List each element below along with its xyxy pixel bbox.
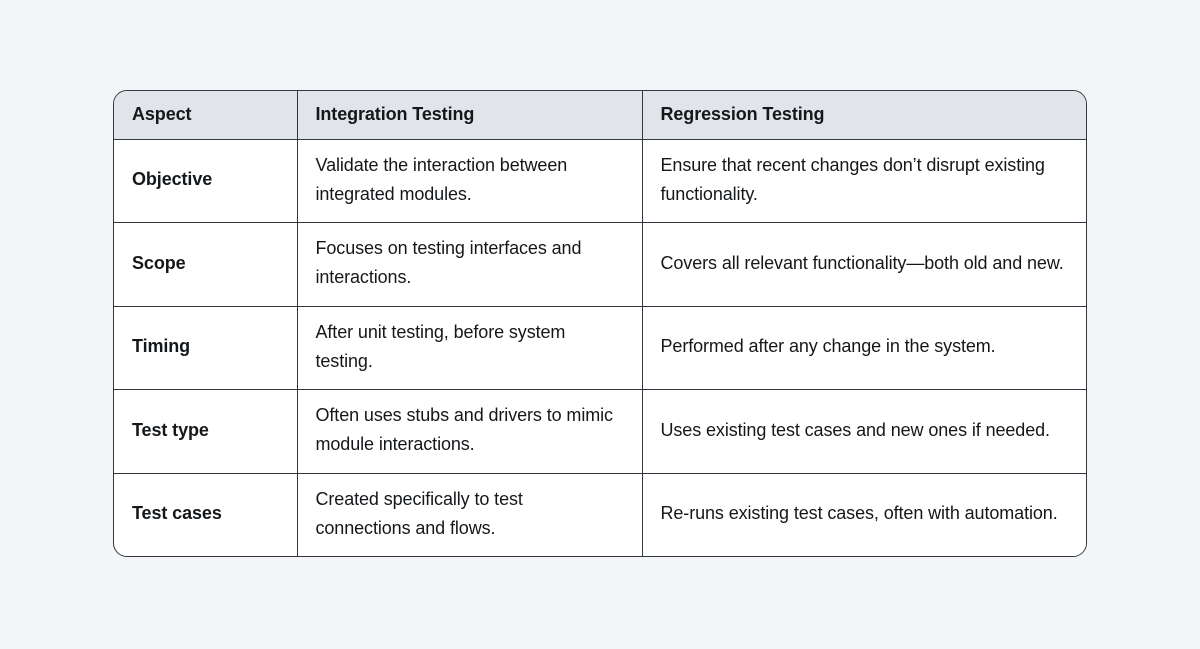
- row-header-test-cases: Test cases: [114, 472, 298, 556]
- row-header-test-type: Test type: [114, 389, 298, 474]
- table-cell: Performed after any change in the system…: [641, 305, 1086, 390]
- table-cell: Covers all relevant functionality—both o…: [641, 222, 1086, 307]
- table-cell: Validate the interaction between integra…: [296, 138, 643, 223]
- table-cell: Re-runs existing test cases, often with …: [641, 472, 1086, 556]
- table-row: Scope Focuses on testing interfaces and …: [114, 222, 1086, 307]
- table-cell: After unit testing, before system testin…: [296, 305, 643, 390]
- column-header-integration-testing: Integration Testing: [296, 91, 643, 140]
- comparison-table: Aspect Integration Testing Regression Te…: [114, 91, 1086, 556]
- row-header-timing: Timing: [114, 305, 298, 390]
- table-cell: Uses existing test cases and new ones if…: [641, 389, 1086, 474]
- table-row: Test cases Created specifically to test …: [114, 472, 1086, 556]
- column-header-regression-testing: Regression Testing: [641, 91, 1086, 140]
- column-header-aspect: Aspect: [114, 91, 298, 140]
- row-header-scope: Scope: [114, 222, 298, 307]
- table-row: Test type Often uses stubs and drivers t…: [114, 389, 1086, 474]
- table-row: Objective Validate the interaction betwe…: [114, 138, 1086, 223]
- table-cell: Ensure that recent changes don’t disrupt…: [641, 138, 1086, 223]
- table-cell: Often uses stubs and drivers to mimic mo…: [296, 389, 643, 474]
- table-row: Timing After unit testing, before system…: [114, 305, 1086, 390]
- table-cell: Created specifically to test connections…: [296, 472, 643, 556]
- row-header-objective: Objective: [114, 138, 298, 223]
- header-row: Aspect Integration Testing Regression Te…: [114, 91, 1086, 140]
- table-cell: Focuses on testing interfaces and intera…: [296, 222, 643, 307]
- comparison-table-card: Aspect Integration Testing Regression Te…: [113, 90, 1087, 557]
